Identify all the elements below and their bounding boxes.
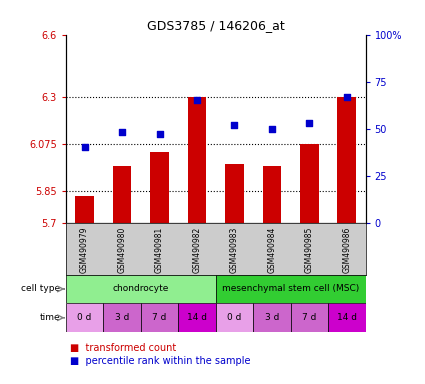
Text: chondrocyte: chondrocyte bbox=[113, 285, 169, 293]
Text: cell type: cell type bbox=[21, 285, 60, 293]
Point bbox=[231, 122, 238, 128]
Bar bbox=[178, 303, 215, 332]
Text: GSM490981: GSM490981 bbox=[155, 227, 164, 273]
Bar bbox=[215, 303, 253, 332]
Bar bbox=[300, 144, 319, 223]
Bar bbox=[187, 97, 206, 223]
Text: 14 d: 14 d bbox=[187, 313, 207, 322]
Bar bbox=[66, 275, 215, 303]
Text: 3 d: 3 d bbox=[265, 313, 279, 322]
Text: GSM490982: GSM490982 bbox=[193, 227, 201, 273]
Bar bbox=[263, 166, 281, 223]
Point bbox=[306, 120, 313, 126]
Bar bbox=[225, 164, 244, 223]
Bar bbox=[113, 166, 131, 223]
Text: time: time bbox=[39, 313, 60, 322]
Point bbox=[156, 131, 163, 137]
Text: GSM490986: GSM490986 bbox=[342, 227, 351, 273]
Text: 14 d: 14 d bbox=[337, 313, 357, 322]
Text: GSM490979: GSM490979 bbox=[80, 227, 89, 273]
Bar bbox=[337, 97, 356, 223]
Text: ■  transformed count: ■ transformed count bbox=[70, 343, 176, 353]
Title: GDS3785 / 146206_at: GDS3785 / 146206_at bbox=[147, 19, 285, 32]
Text: 0 d: 0 d bbox=[227, 313, 241, 322]
Text: GSM490980: GSM490980 bbox=[118, 227, 127, 273]
Text: 7 d: 7 d bbox=[302, 313, 317, 322]
Text: 3 d: 3 d bbox=[115, 313, 129, 322]
Bar bbox=[103, 303, 141, 332]
Bar bbox=[141, 303, 178, 332]
Text: GSM490985: GSM490985 bbox=[305, 227, 314, 273]
Point bbox=[81, 144, 88, 151]
Point bbox=[343, 94, 350, 100]
Text: 7 d: 7 d bbox=[152, 313, 167, 322]
Bar bbox=[75, 195, 94, 223]
Bar bbox=[328, 303, 366, 332]
Bar bbox=[150, 152, 169, 223]
Text: ■  percentile rank within the sample: ■ percentile rank within the sample bbox=[70, 356, 251, 366]
Text: GSM490983: GSM490983 bbox=[230, 227, 239, 273]
Bar bbox=[66, 303, 103, 332]
Bar bbox=[291, 303, 328, 332]
Text: mesenchymal stem cell (MSC): mesenchymal stem cell (MSC) bbox=[222, 285, 359, 293]
Point bbox=[269, 126, 275, 132]
Bar bbox=[215, 275, 366, 303]
Bar bbox=[253, 303, 291, 332]
Text: GSM490984: GSM490984 bbox=[267, 227, 276, 273]
Point bbox=[193, 98, 200, 104]
Text: 0 d: 0 d bbox=[77, 313, 92, 322]
Point bbox=[119, 129, 125, 136]
